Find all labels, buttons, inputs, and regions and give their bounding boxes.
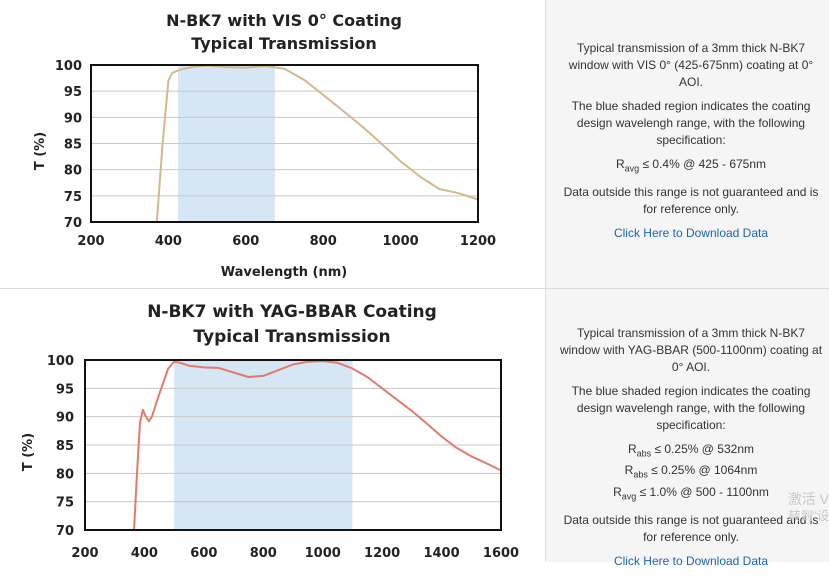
x-tick-label: 200 bbox=[71, 546, 98, 561]
spec-list: Rabs ≤ 0.25% @ 532nm Rabs ≤ 0.25% @ 1064… bbox=[558, 441, 824, 505]
spec-rabs-532: Rabs ≤ 0.25% @ 532nm bbox=[627, 442, 754, 459]
spec-ravg: Ravg ≤ 0.4% @ 425 - 675nm bbox=[615, 157, 767, 174]
watermark-line2: 转到"设 bbox=[788, 509, 829, 523]
spec-rabs-1064: Rabs ≤ 0.25% @ 1064nm bbox=[624, 463, 758, 480]
y-tick-label: 85 bbox=[64, 138, 82, 153]
disclaimer-text: Data outside this range is not guarantee… bbox=[563, 513, 819, 545]
product-row-yag: N-BK7 with YAG-BBAR Coating Typical Tran… bbox=[0, 289, 829, 568]
transmission-curve bbox=[155, 64, 479, 223]
y-tick-label: 75 bbox=[64, 190, 82, 205]
y-axis-label: T (%) bbox=[33, 132, 48, 170]
download-data-link[interactable]: Click Here to Download Data bbox=[613, 226, 769, 241]
description-text: Typical transmission of a 3mm thick N-BK… bbox=[559, 326, 823, 374]
y-tick-label: 95 bbox=[56, 382, 74, 397]
y-axis-label: T (%) bbox=[21, 433, 36, 471]
chart-subtitle: Typical Transmission bbox=[191, 34, 377, 53]
x-tick-label: 600 bbox=[232, 234, 259, 249]
chart-title: N-BK7 with YAG-BBAR Coating bbox=[147, 302, 437, 322]
description-panel-yag: Typical transmission of a 3mm thick N-BK… bbox=[546, 289, 829, 568]
disclaimer-text: Data outside this range is not guarantee… bbox=[563, 185, 819, 217]
shading-note: The blue shaded region indicates the coa… bbox=[571, 99, 811, 147]
plot-frame bbox=[90, 64, 479, 223]
chart-title: N-BK7 with VIS 0° Coating bbox=[166, 11, 402, 30]
chart-subtitle: Typical Transmission bbox=[193, 327, 390, 347]
y-tick-label: 90 bbox=[64, 111, 82, 126]
x-tick-label: 600 bbox=[190, 546, 217, 561]
y-tick-label: 90 bbox=[56, 411, 74, 426]
x-tick-label: 400 bbox=[131, 546, 158, 561]
description-text: Typical transmission of a 3mm thick N-BK… bbox=[568, 41, 814, 89]
x-tick-label: 400 bbox=[155, 234, 182, 249]
x-tick-label: 800 bbox=[250, 546, 277, 561]
x-axis-label: Wavelength (nm) bbox=[221, 265, 347, 280]
x-tick-label: 800 bbox=[310, 234, 337, 249]
y-tick-label: 100 bbox=[55, 59, 82, 74]
y-tick-label: 80 bbox=[56, 467, 74, 482]
x-tick-label: 1200 bbox=[364, 546, 400, 561]
description-panel-vis: Typical transmission of a 3mm thick N-BK… bbox=[546, 0, 829, 288]
x-tick-label: 200 bbox=[77, 234, 104, 249]
plot-frame bbox=[84, 359, 502, 531]
y-tick-label: 85 bbox=[56, 439, 74, 454]
spec-ravg: Ravg ≤ 1.0% @ 500 - 1100nm bbox=[613, 484, 769, 502]
y-tick-label: 75 bbox=[56, 496, 74, 511]
chart-cell-vis: N-BK7 with VIS 0° Coating Typical Transm… bbox=[0, 0, 546, 288]
x-tick-label: 1600 bbox=[483, 546, 519, 561]
y-tick-label: 95 bbox=[64, 85, 82, 100]
x-tick-label: 1200 bbox=[460, 234, 496, 249]
transmission-curve bbox=[133, 360, 502, 531]
x-tick-label: 1000 bbox=[305, 546, 341, 561]
product-row-vis: N-BK7 with VIS 0° Coating Typical Transm… bbox=[0, 0, 829, 289]
y-tick-label: 70 bbox=[56, 524, 74, 539]
transmission-chart-vis: N-BK7 with VIS 0° Coating Typical Transm… bbox=[33, 11, 496, 280]
download-data-link[interactable]: Click Here to Download Data bbox=[613, 554, 769, 569]
x-tick-label: 1000 bbox=[383, 234, 419, 249]
y-tick-label: 70 bbox=[64, 216, 82, 231]
x-tick-label: 1400 bbox=[423, 546, 459, 561]
y-tick-label: 100 bbox=[47, 354, 74, 369]
shading-note: The blue shaded region indicates the coa… bbox=[571, 384, 811, 432]
chart-cell-yag: N-BK7 with YAG-BBAR Coating Typical Tran… bbox=[0, 289, 546, 562]
transmission-chart-yag: N-BK7 with YAG-BBAR Coating Typical Tran… bbox=[21, 302, 519, 561]
watermark-line1: 激活 V bbox=[787, 491, 829, 507]
y-tick-label: 80 bbox=[64, 164, 82, 179]
